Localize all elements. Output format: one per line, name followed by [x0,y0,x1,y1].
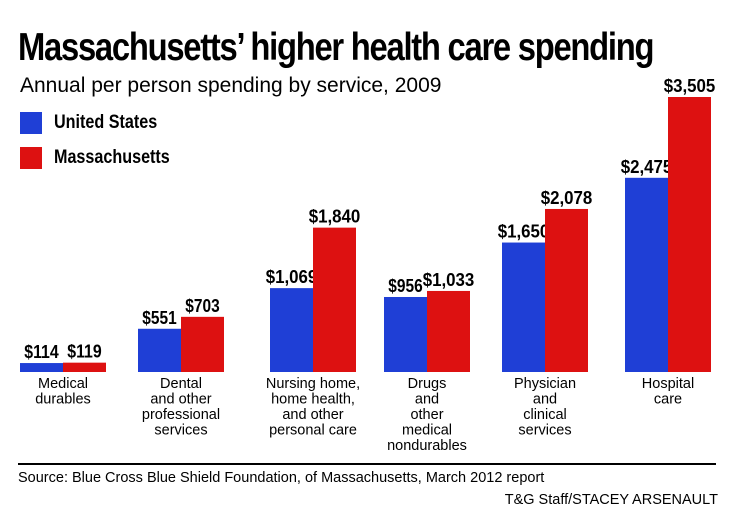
bar-massachusetts-5 [668,97,711,372]
data-label-massachusetts-2: $1,840 [309,207,361,227]
source-note: Source: Blue Cross Blue Shield Foundatio… [18,470,545,486]
bar-massachusetts-1 [181,316,224,372]
footer-divider [18,463,716,465]
data-label-massachusetts-5: $3,505 [664,76,716,96]
legend-swatch-united-states [20,112,42,134]
bar-chart: $114 $119 Medical durables $551 $703 Dental and… [20,76,716,454]
legend-item-united-states: United States [20,112,175,134]
credit-line: T&G Staff/STACEY ARSENAULT [504,492,718,508]
chart-subtitle: Annual per person spending by service, 2… [20,74,442,97]
data-label-massachusetts-0: $119 [67,342,101,362]
bar-united-states-5 [625,177,668,372]
data-label-united-states-1: $551 [142,308,176,328]
legend-item-massachusetts: Massachusetts [20,147,190,169]
data-label-united-states-3: $956 [388,276,422,296]
chart-title: Massachusetts’ higher health care spendi… [18,26,655,69]
bar-massachusetts-0 [63,362,106,372]
bar-united-states-2 [270,288,313,372]
bar-united-states-0 [20,363,63,372]
legend-label-massachusetts: Massachusetts [54,147,170,168]
bar-massachusetts-3 [427,290,470,372]
bar-united-states-3 [384,296,427,372]
legend-swatch-massachusetts [20,147,42,169]
bar-united-states-4 [502,242,545,372]
category-label-3: Drugs and other medical nondurables [387,376,467,454]
data-label-united-states-4: $1,650 [498,222,550,242]
category-label-1: Dental and other professional services [142,376,220,439]
data-label-massachusetts-1: $703 [185,296,219,316]
data-label-massachusetts-4: $2,078 [541,188,593,208]
category-label-4: Physician and clinical services [514,376,576,439]
data-label-united-states-0: $114 [24,342,58,362]
bar-massachusetts-2 [313,227,356,372]
bar-united-states-1 [138,328,181,372]
bar-massachusetts-4 [545,208,588,372]
category-label-2: Nursing home, home health, and other person… [266,376,360,439]
data-label-united-states-2: $1,069 [266,267,318,287]
category-label-0: Medical durables [35,376,91,408]
category-label-5: Hospital care [642,376,694,408]
legend-label-united-states: United States [54,112,158,133]
data-label-massachusetts-3: $1,033 [423,270,475,290]
data-label-united-states-5: $2,475 [621,157,673,177]
